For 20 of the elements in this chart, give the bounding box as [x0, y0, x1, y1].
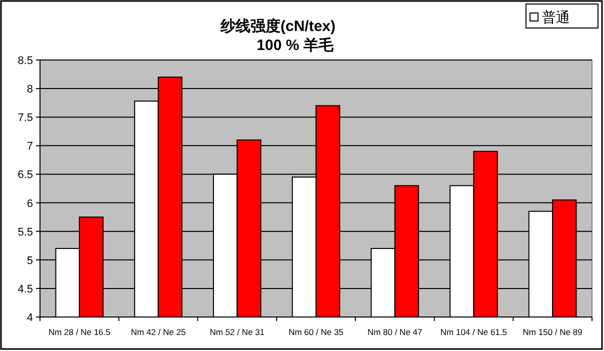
x-tick-label: Nm 28 / Ne 16.5	[48, 327, 111, 337]
x-tick-label: Nm 150 / Ne 89	[522, 327, 583, 337]
x-tick-label: Nm 80 / Ne 47	[367, 327, 423, 337]
y-tick-label: 5	[26, 254, 33, 267]
y-tick-label: 4.5	[18, 283, 33, 296]
y-tick-label: 8.5	[18, 55, 33, 67]
x-tick-label: Nm 104 / Ne 61.5	[440, 327, 508, 337]
y-tick-label: 6	[26, 198, 33, 210]
y-tick-label: 7.5	[18, 112, 33, 124]
x-tick-label: Nm 42 / Ne 25	[130, 327, 186, 337]
y-tick-label: 5.5	[18, 226, 33, 238]
y-tick-label: 4	[26, 312, 33, 324]
y-tick-label: 8	[26, 84, 33, 96]
x-tick-label: Nm 60 / Ne 35	[288, 327, 344, 337]
y-tick-label: 7	[26, 140, 33, 153]
y-tick-label: 6.5	[18, 169, 33, 182]
legend-label: 普通	[542, 9, 570, 25]
x-tick-label: Nm 52 / Ne 31	[210, 327, 265, 337]
chart-subtitle: 100 % 羊毛	[256, 37, 334, 54]
chart-title: 纱线强度(cN/tex)	[219, 17, 336, 35]
